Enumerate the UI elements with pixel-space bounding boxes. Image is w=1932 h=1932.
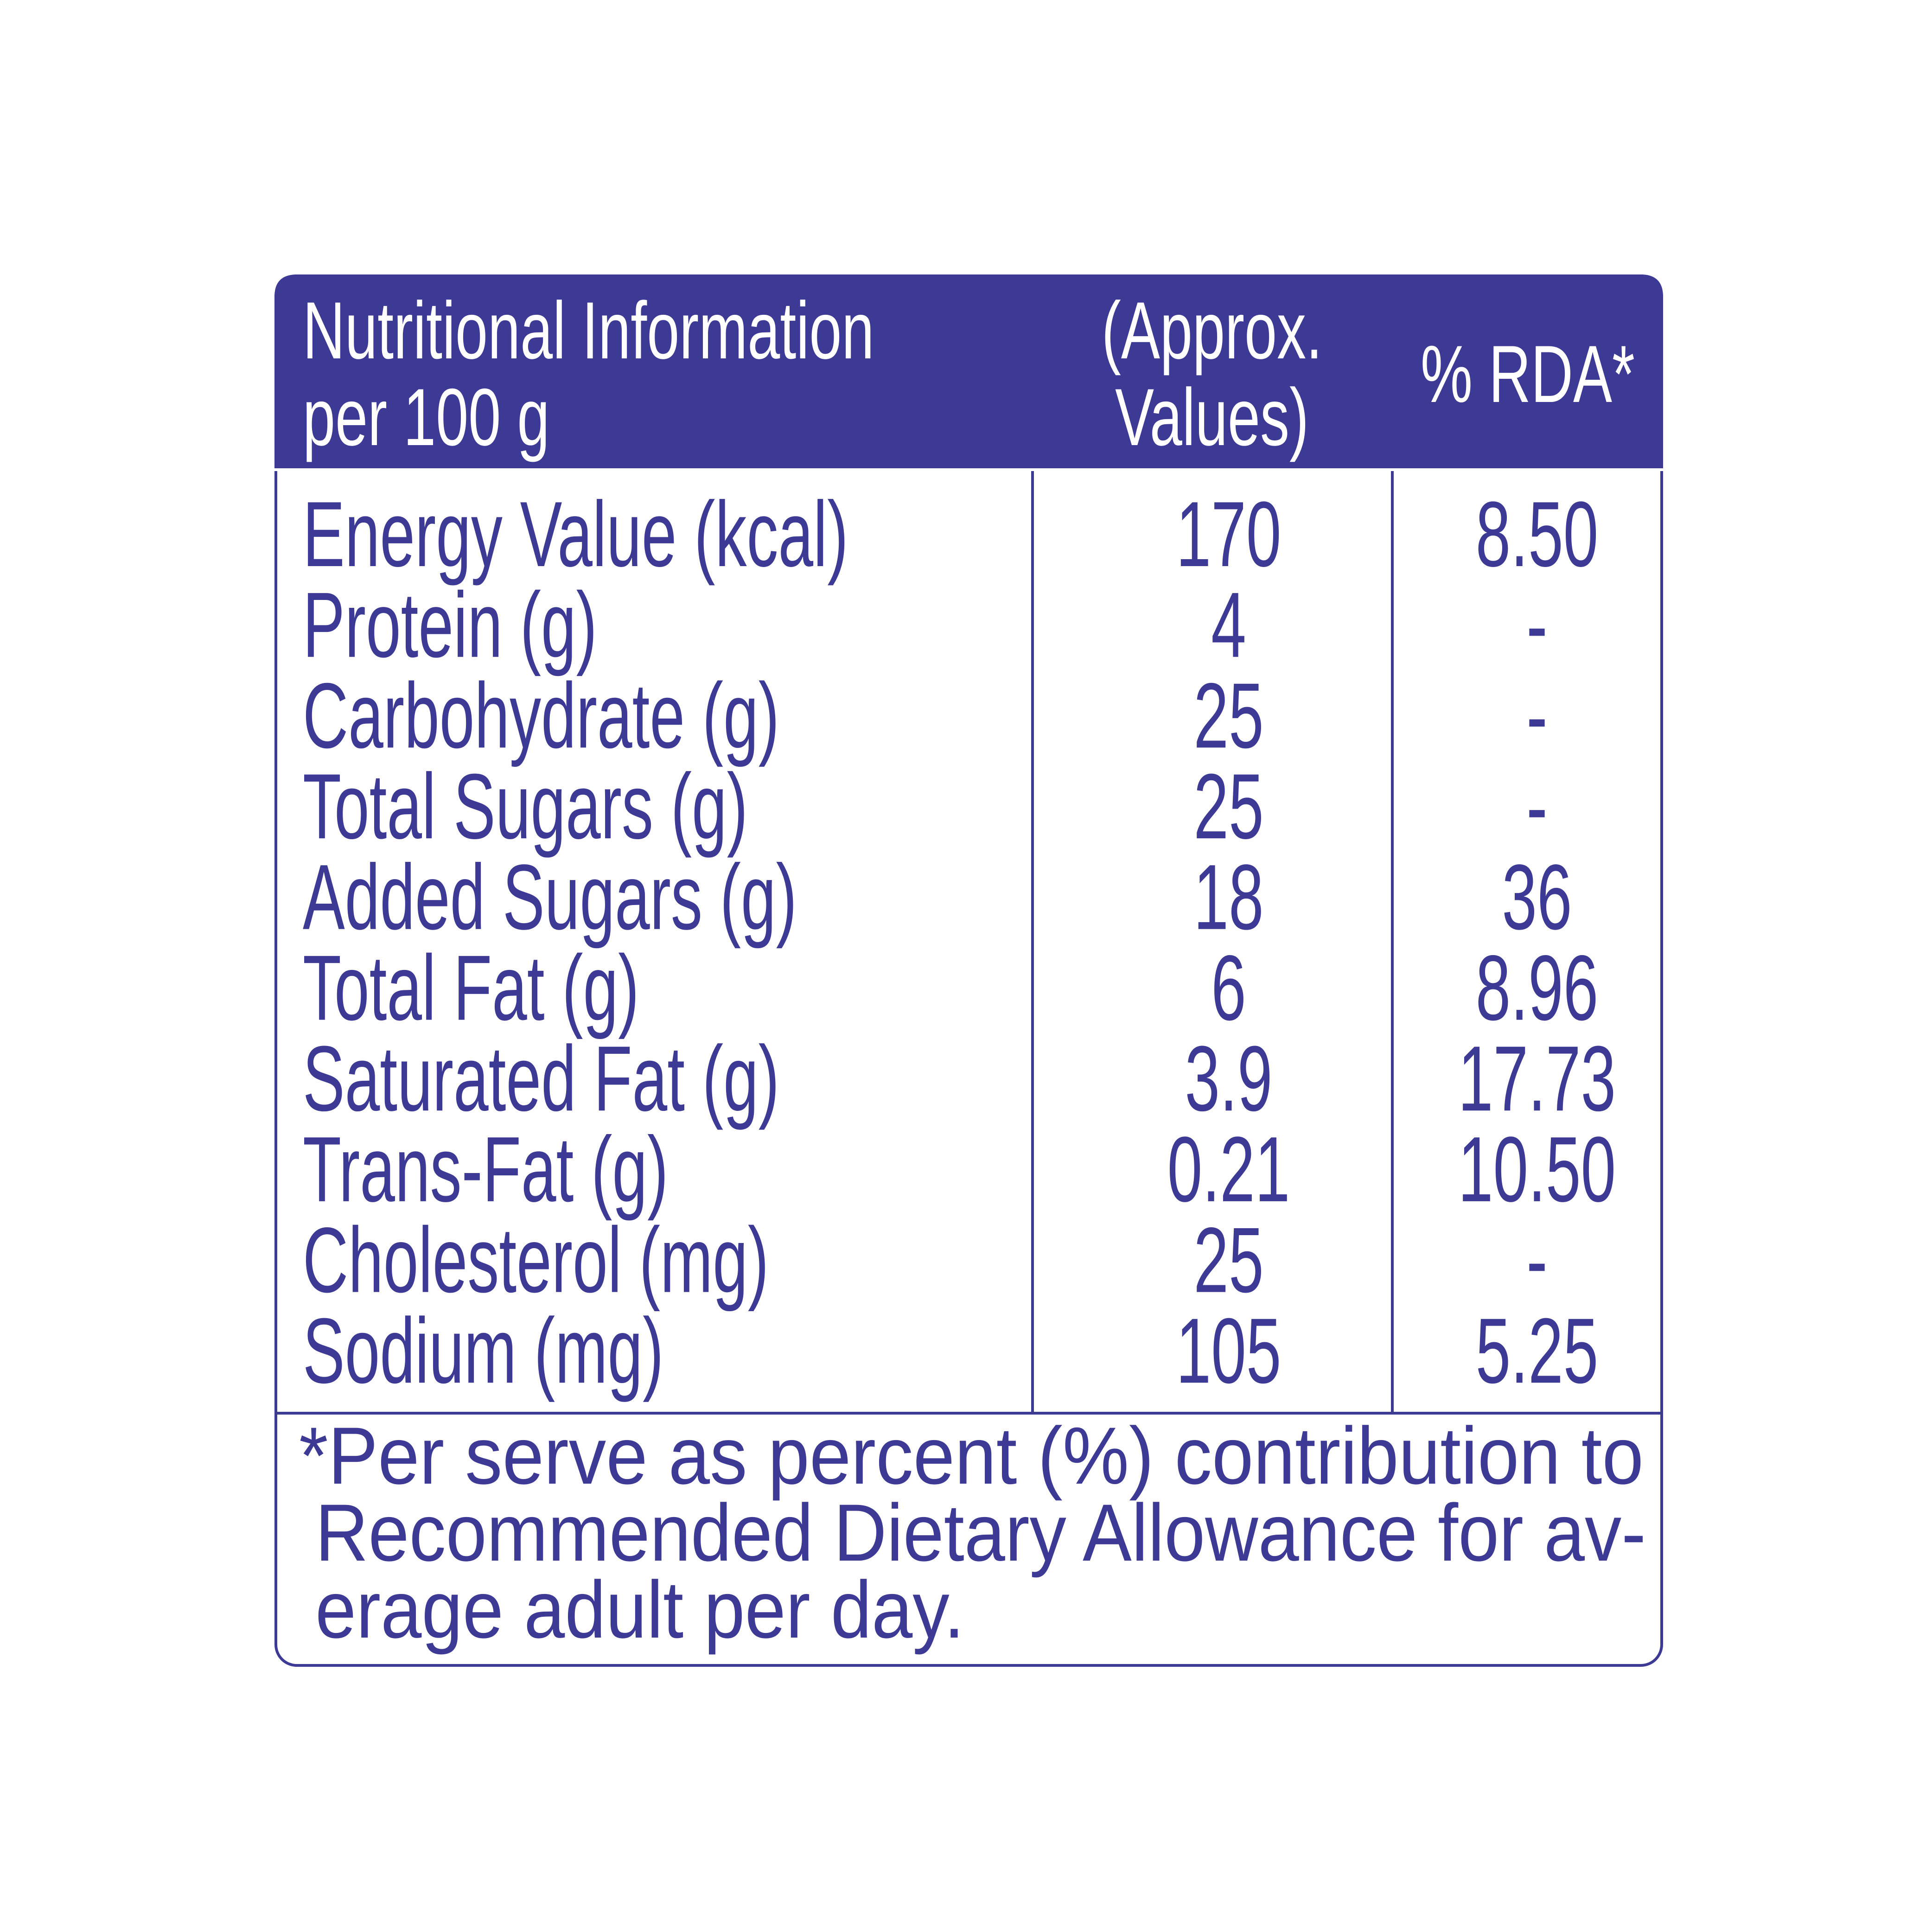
nutrient-name: Trans-Fat (g)	[303, 1118, 668, 1221]
nutrient-name: Saturated Fat (g)	[303, 1027, 779, 1130]
nutrient-value: 170	[1176, 483, 1282, 586]
nutrient-value: 25	[1193, 1209, 1263, 1312]
rda-value: 36	[1502, 846, 1572, 949]
rda-value: 17.73	[1458, 1027, 1616, 1130]
rda-value: 10.50	[1458, 1118, 1616, 1221]
rda-value: -	[1526, 1209, 1547, 1312]
footnote-line: Recommended Dietary Allowance for av-	[315, 1488, 1646, 1578]
nutrient-name: Sodium (mg)	[303, 1299, 663, 1403]
nutrient-name: Added Sugars (g)	[303, 846, 797, 949]
nutrient-name: Energy Value (kcal)	[303, 483, 848, 586]
nutrient-name: Total Sugars (g)	[303, 755, 748, 858]
nutrient-value: 18	[1193, 846, 1263, 949]
header-label: % RDA*	[1421, 329, 1635, 420]
footnote-line: erage adult per day.	[315, 1565, 964, 1655]
header-label: per 100 g	[303, 372, 549, 463]
nutrient-value: 25	[1193, 755, 1263, 858]
rda-value: 5.25	[1476, 1299, 1599, 1403]
header-label: Nutritional Information	[303, 286, 874, 376]
nutrient-name: Protein (g)	[303, 574, 597, 677]
rda-value: 8.50	[1476, 483, 1599, 586]
rda-value: -	[1526, 574, 1547, 677]
table-border	[274, 274, 1663, 1667]
nutrient-name: Carbohydrate (g)	[303, 664, 779, 767]
rda-value: -	[1526, 664, 1547, 767]
header-label: (Approx.	[1102, 286, 1322, 376]
rda-value: 8.96	[1476, 936, 1599, 1039]
nutrient-value: 0.21	[1167, 1118, 1290, 1221]
header-band	[274, 274, 1663, 470]
nutrient-value: 25	[1193, 664, 1263, 767]
nutrient-value: 4	[1211, 574, 1246, 677]
nutrient-value: 105	[1176, 1299, 1282, 1403]
rda-value: -	[1526, 755, 1547, 858]
nutrient-value: 3.9	[1185, 1027, 1272, 1130]
nutrient-value: 6	[1211, 936, 1246, 1039]
nutrient-name: Cholesterol (mg)	[303, 1209, 769, 1312]
header-label: Values)	[1115, 372, 1309, 463]
nutrient-name: Total Fat (g)	[303, 936, 639, 1039]
footnote-line: *Per serve as percent (%) contribution t…	[299, 1411, 1644, 1501]
